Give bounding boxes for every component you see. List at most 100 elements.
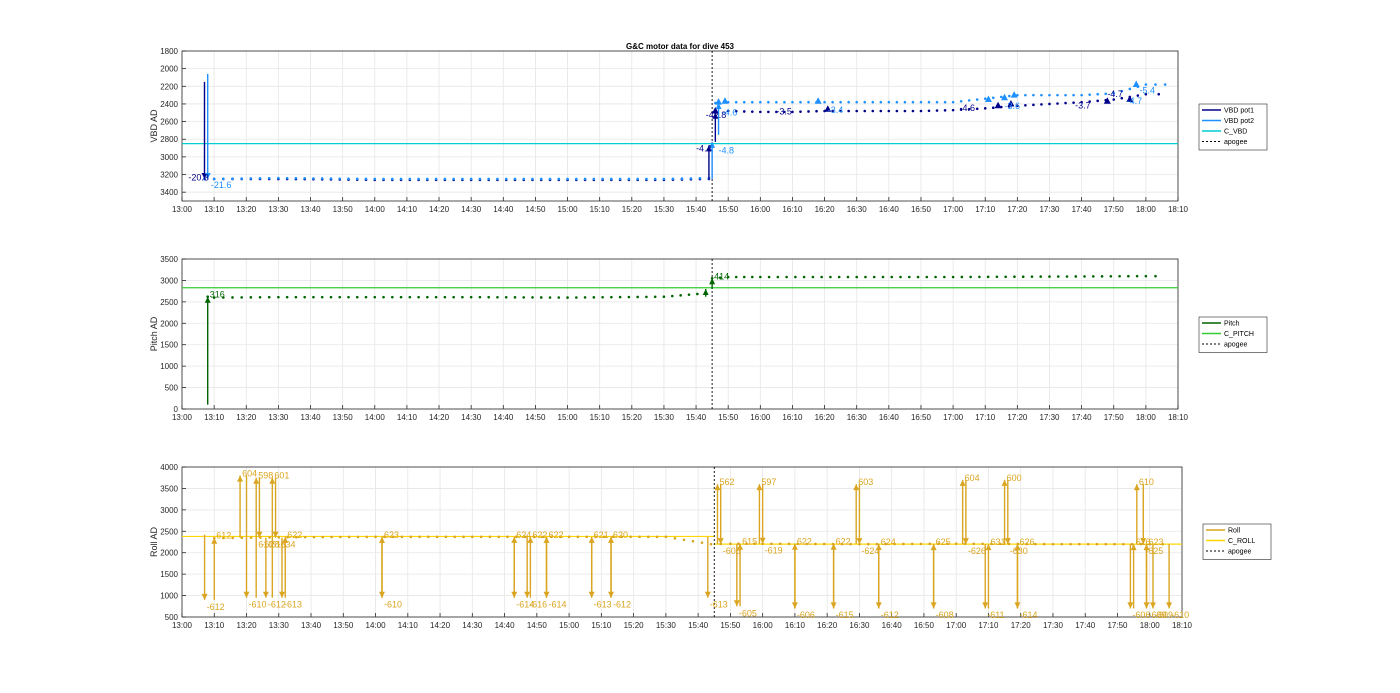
data-point [927, 100, 931, 104]
x-tick-label: 17:40 [1075, 621, 1096, 630]
x-tick-label: 15:40 [688, 621, 709, 630]
data-point [1095, 542, 1099, 546]
data-point [837, 275, 841, 279]
x-tick-label: 16:40 [879, 205, 900, 214]
data-point [1096, 92, 1099, 96]
x-tick-label: 14:10 [397, 413, 418, 422]
legend-label: C_ROLL [1228, 538, 1255, 545]
data-point [975, 107, 979, 111]
data-point [1078, 542, 1081, 546]
data-point [504, 295, 508, 299]
data-point [783, 100, 786, 104]
plot-area [182, 259, 1178, 409]
x-tick-label: 17:50 [1104, 413, 1125, 422]
data-point [831, 109, 834, 113]
data-point [718, 276, 722, 279]
data-point [750, 275, 754, 279]
data-point [943, 109, 947, 112]
y-tick-label: 1000 [160, 362, 178, 371]
chart-panel-3: 13:00 13:10 13:20 13:30 13:40 13:50 14:00 14:10… [149, 463, 1272, 630]
move-label: 604 [242, 469, 257, 479]
x-tick-label: 17:10 [975, 413, 996, 422]
data-point [983, 107, 987, 110]
x-tick-label: 14:20 [430, 621, 451, 630]
data-point [338, 177, 342, 180]
y-axis-label: VBD AD [149, 109, 159, 143]
x-tick-label: 17:10 [975, 205, 996, 214]
move-arrowhead [243, 591, 250, 598]
data-point [839, 100, 842, 104]
annotation-label: -3.7 [1075, 100, 1091, 110]
data-point [902, 542, 905, 546]
y-axis-label: Pitch AD [149, 316, 159, 351]
move-label: 623 [384, 530, 399, 540]
data-point [522, 177, 526, 181]
annotation-label: -4.7 [1107, 89, 1123, 99]
move-arrowhead [733, 600, 740, 607]
data-point [567, 535, 571, 539]
data-point [1122, 542, 1125, 546]
data-point [212, 296, 216, 299]
x-tick-label: 15:30 [654, 205, 675, 214]
x-tick-label: 17:50 [1107, 621, 1128, 630]
data-point [373, 177, 377, 181]
data-point [627, 177, 631, 181]
data-point [532, 535, 536, 539]
data-point [231, 536, 234, 540]
data-point [434, 177, 438, 181]
x-tick-label: 14:40 [493, 205, 514, 214]
data-point [285, 295, 289, 299]
data-point [592, 177, 596, 181]
data-point [698, 176, 702, 180]
data-point [855, 109, 859, 113]
x-tick-label: 14:00 [366, 621, 387, 630]
data-point [636, 177, 639, 181]
data-point [321, 535, 325, 539]
move-arrowhead [1014, 544, 1021, 551]
data-point [364, 295, 368, 299]
annotation-label: -20.3 [188, 173, 209, 183]
data-point [943, 275, 946, 279]
legend-label: C_VBD [1224, 129, 1247, 136]
triangle-marker [721, 97, 729, 104]
data-point [863, 109, 867, 113]
x-tick-label: 18:00 [1136, 413, 1157, 422]
data-point [866, 542, 870, 546]
data-point [1040, 93, 1043, 97]
data-point [871, 100, 875, 104]
data-point [594, 535, 597, 539]
data-point [802, 275, 806, 279]
data-point [1072, 101, 1075, 104]
data-point [1161, 542, 1164, 546]
data-point [1113, 542, 1116, 546]
data-point [1144, 83, 1148, 86]
data-point [967, 99, 971, 102]
move-label: 622 [836, 537, 851, 547]
y-tick-label: 2000 [160, 319, 178, 328]
x-tick-label: 14:40 [495, 621, 516, 630]
data-point [664, 535, 668, 539]
data-point [1083, 275, 1086, 278]
move-arrowhead [204, 172, 211, 179]
data-point [1048, 102, 1051, 106]
data-point [855, 100, 859, 104]
y-tick-label: 2600 [160, 118, 178, 127]
data-point [671, 177, 675, 181]
data-point [294, 295, 298, 299]
data-point [1034, 542, 1037, 546]
data-point [753, 542, 756, 546]
triangle-marker [1126, 95, 1134, 103]
data-point [1032, 103, 1035, 107]
x-tick-label: 17:00 [943, 205, 964, 214]
x-tick-label: 16:30 [849, 621, 870, 630]
data-point [750, 100, 754, 104]
move-label: 618 [271, 540, 286, 550]
y-tick-label: 2400 [160, 100, 178, 109]
chart-panel-1: 13:00 13:10 13:20 13:30 13:40 13:50 14:00 14:10… [149, 47, 1268, 214]
x-tick-label: 17:50 [1104, 205, 1125, 214]
move-label: -613 [284, 600, 302, 610]
data-point [347, 177, 350, 181]
data-point [303, 176, 306, 180]
data-point [986, 275, 990, 279]
